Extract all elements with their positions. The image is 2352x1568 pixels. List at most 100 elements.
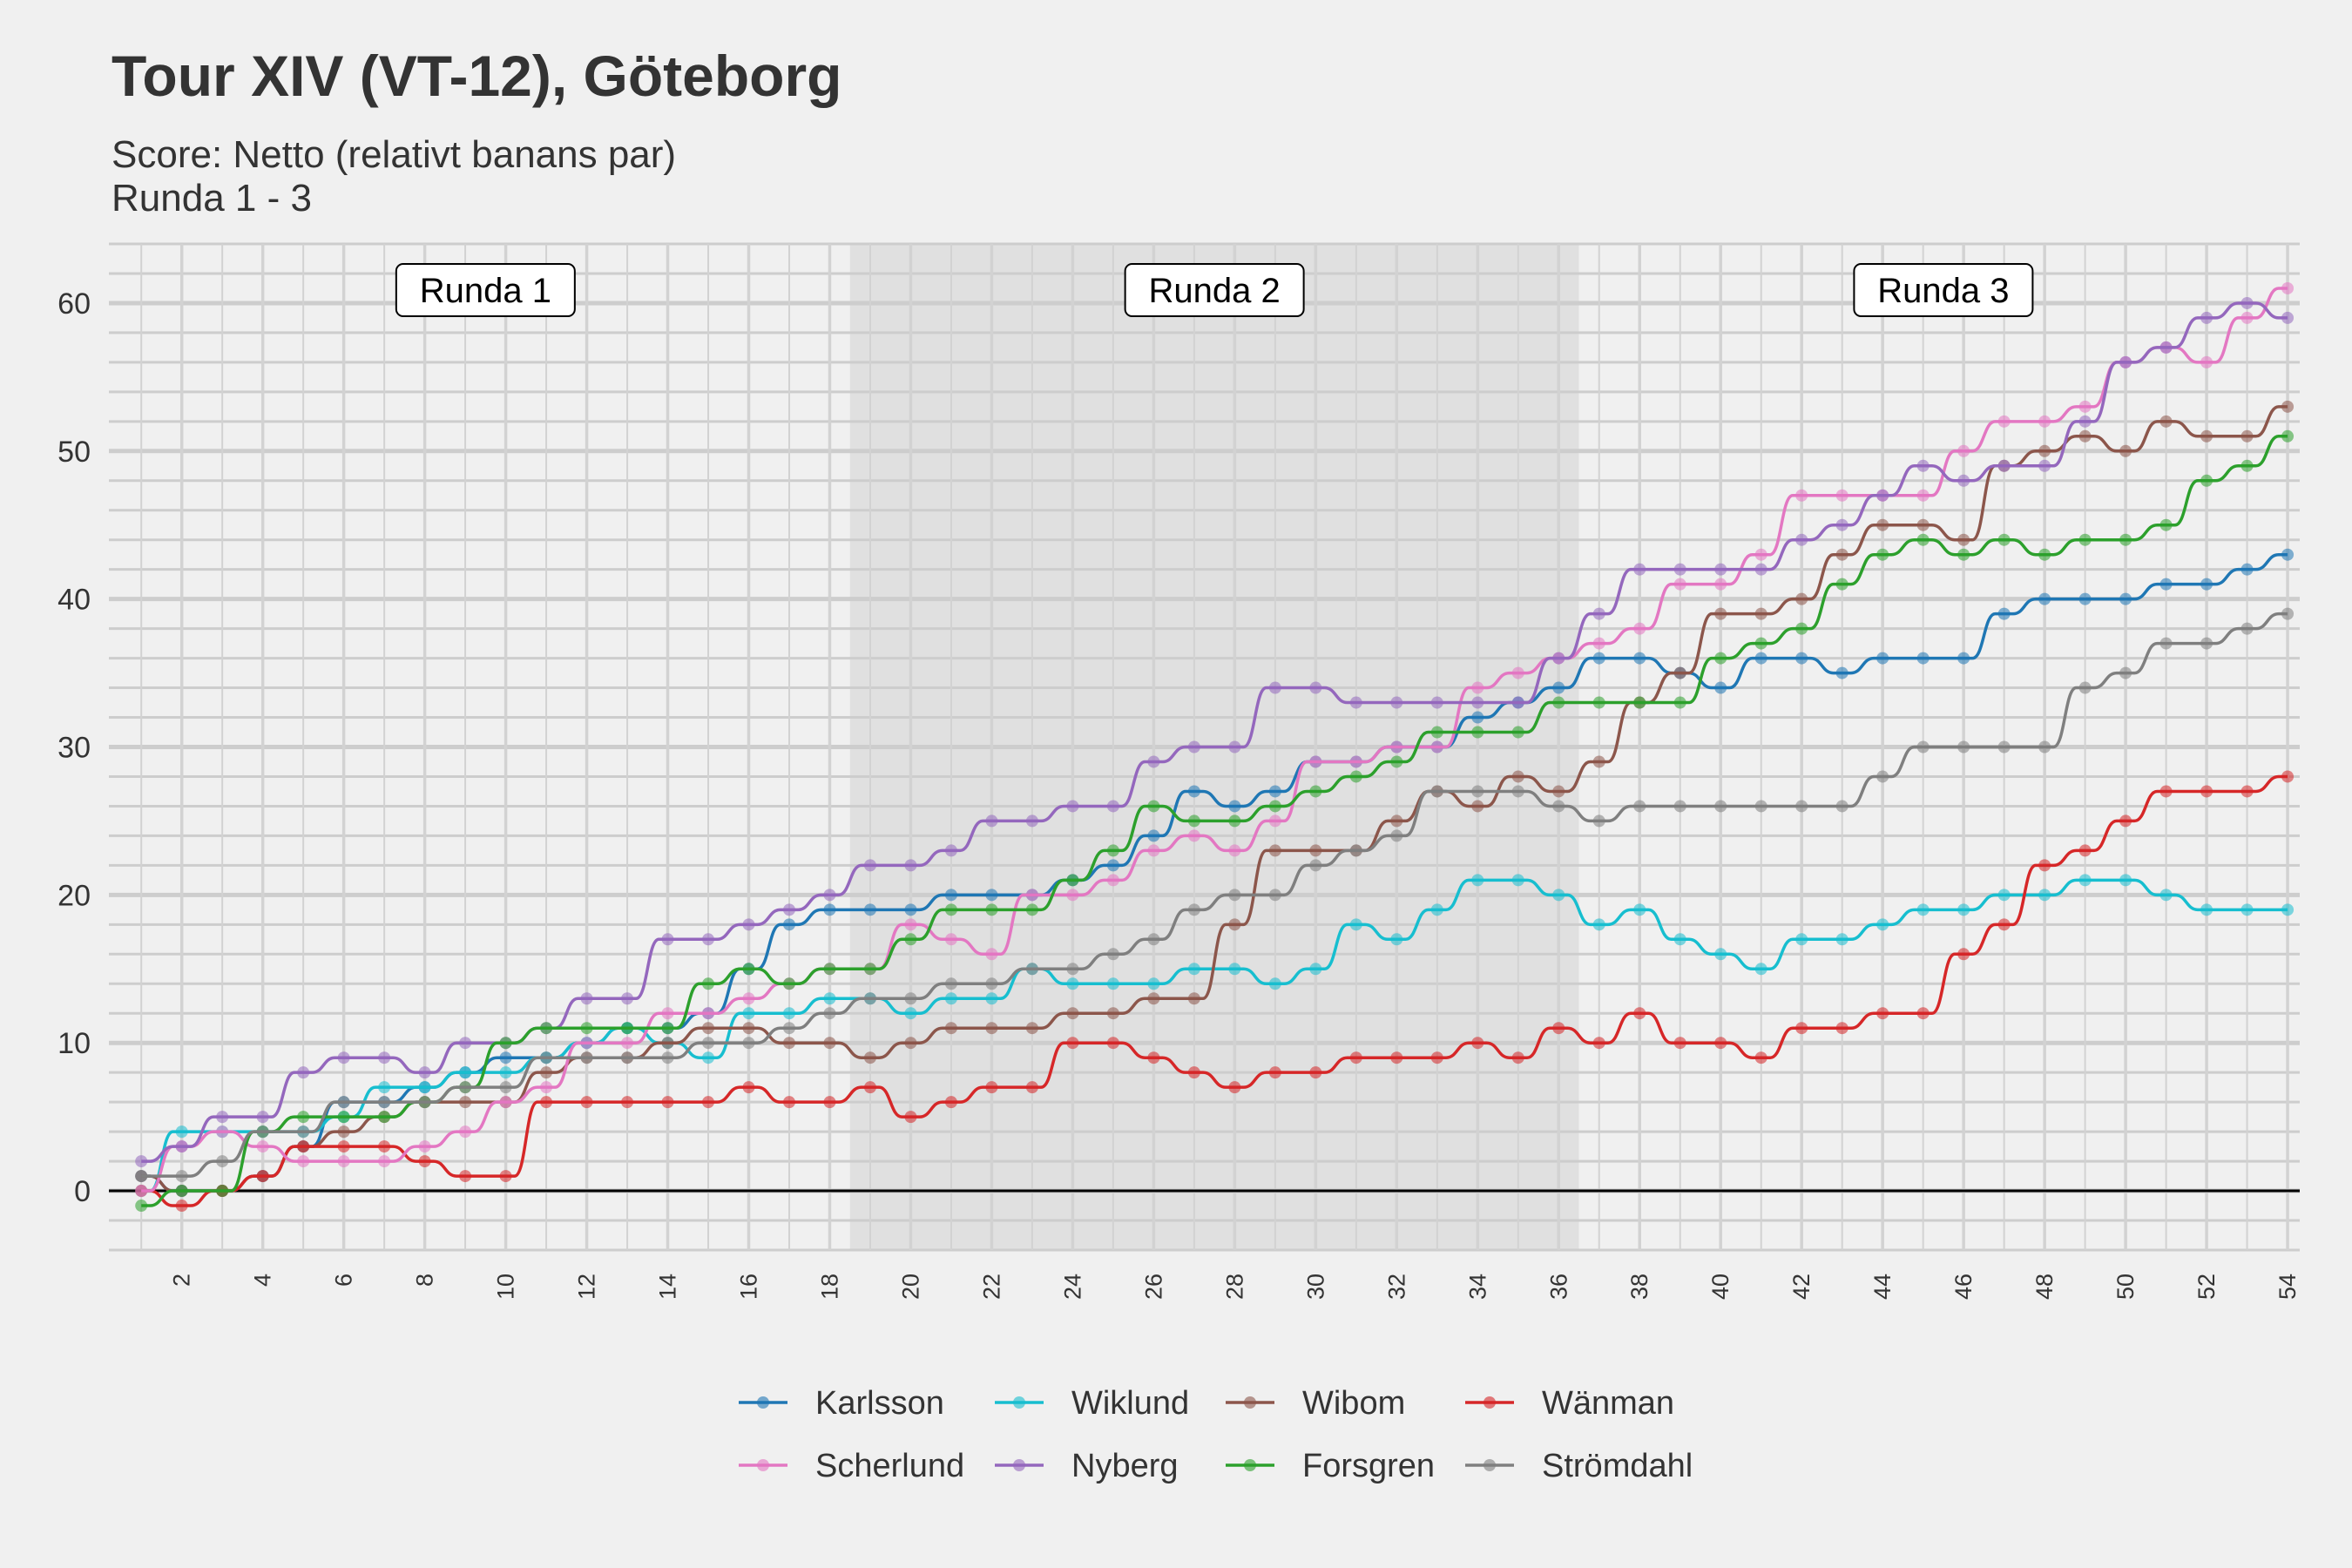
data-point-str-mdahl [1106, 948, 1119, 961]
data-point-str-mdahl [1268, 889, 1281, 902]
data-point-wiklund [1228, 963, 1241, 976]
data-point-str-mdahl [1714, 800, 1727, 813]
data-point-w-nman [702, 1096, 715, 1109]
data-point-nyberg [1309, 681, 1322, 694]
data-point-forsgren [2159, 518, 2173, 531]
data-point-str-mdahl [742, 1037, 755, 1050]
data-point-str-mdahl [2078, 681, 2092, 694]
data-point-karlsson [904, 903, 917, 916]
round-2-label: Runda 2 [1149, 272, 1281, 310]
x-tick-label: 48 [2031, 1274, 2058, 1300]
x-tick-label: 44 [1869, 1274, 1896, 1300]
data-point-wiklund [1754, 963, 1767, 976]
data-point-forsgren [1552, 696, 1565, 709]
legend-label: Scherlund [815, 1448, 964, 1484]
data-point-forsgren [1187, 814, 1200, 828]
data-point-w-nman [1390, 1051, 1403, 1064]
data-point-w-nman [1795, 1022, 1808, 1035]
data-point-nyberg [944, 844, 957, 857]
data-point-nyberg [1754, 563, 1767, 576]
data-point-wiklund [944, 992, 957, 1005]
data-point-karlsson [2240, 563, 2254, 576]
x-tick-label: 24 [1059, 1274, 1085, 1300]
data-point-w-nman [621, 1096, 634, 1109]
data-point-forsgren [1916, 533, 1930, 546]
data-point-karlsson [1268, 785, 1281, 798]
data-point-str-mdahl [2240, 622, 2254, 635]
data-point-forsgren [1025, 903, 1038, 916]
data-point-forsgren [540, 1022, 553, 1035]
data-point-forsgren [1106, 844, 1119, 857]
data-point-nyberg [1066, 800, 1079, 813]
data-point-w-nman [1106, 1037, 1119, 1050]
data-point-nyberg [256, 1111, 269, 1124]
data-point-wiklund [2159, 889, 2173, 902]
data-point-str-mdahl [702, 1037, 715, 1050]
data-point-nyberg [1349, 696, 1362, 709]
x-tick-label: 50 [2112, 1274, 2139, 1300]
x-tick-label: 22 [978, 1274, 1004, 1300]
data-point-wibom [2200, 429, 2213, 443]
data-point-str-mdahl [1633, 800, 1646, 813]
data-point-wibom [1471, 800, 1484, 813]
data-point-nyberg [823, 889, 836, 902]
data-point-w-nman [540, 1096, 553, 1109]
data-point-w-nman [499, 1170, 512, 1183]
data-point-scherlund [2078, 400, 2092, 413]
data-point-karlsson [499, 1051, 512, 1064]
data-point-nyberg [1876, 489, 1889, 502]
y-tick-label: 40 [57, 584, 91, 617]
data-point-str-mdahl [378, 1096, 391, 1109]
x-tick-label: 42 [1788, 1274, 1815, 1300]
data-point-w-nman [1471, 1037, 1484, 1050]
data-point-wiklund [175, 1125, 188, 1139]
data-point-scherlund [1673, 578, 1686, 591]
data-point-w-nman [782, 1096, 795, 1109]
data-point-forsgren [2200, 474, 2213, 487]
x-tick-label: 52 [2193, 1274, 2220, 1300]
data-point-w-nman [2119, 814, 2132, 828]
data-point-forsgren [1349, 770, 1362, 783]
data-point-w-nman [297, 1140, 310, 1153]
data-point-nyberg [1268, 681, 1281, 694]
legend-swatch-point [757, 1459, 769, 1471]
data-point-wibom [823, 1037, 836, 1050]
data-point-wibom [1957, 533, 1970, 546]
legend-label: Wiklund [1071, 1385, 1189, 1422]
data-point-w-nman [2200, 785, 2213, 798]
data-point-w-nman [2159, 785, 2173, 798]
data-point-w-nman [1592, 1037, 1605, 1050]
data-point-karlsson [2038, 592, 2051, 605]
data-point-wibom [1714, 607, 1727, 620]
data-point-forsgren [1673, 696, 1686, 709]
data-point-str-mdahl [1349, 844, 1362, 857]
data-point-forsgren [1309, 785, 1322, 798]
data-point-karlsson [2159, 578, 2173, 591]
data-point-nyberg [702, 933, 715, 946]
data-point-forsgren [1390, 755, 1403, 768]
data-point-str-mdahl [580, 1051, 593, 1064]
data-point-w-nman [1552, 1022, 1565, 1035]
x-tick-label: 16 [736, 1274, 762, 1300]
legend-item-forsgren: Forsgren [1226, 1448, 1435, 1484]
data-point-forsgren [702, 977, 715, 990]
data-point-nyberg [1997, 459, 2011, 472]
data-point-scherlund [1268, 814, 1281, 828]
data-point-nyberg [782, 903, 795, 916]
legend-item-nyberg: Nyberg [995, 1448, 1179, 1484]
data-point-wiklund [1106, 977, 1119, 990]
data-point-wiklund [1714, 948, 1727, 961]
data-point-wiklund [2038, 889, 2051, 902]
data-point-nyberg [863, 859, 876, 872]
legend-label: Wänman [1542, 1385, 1674, 1422]
data-point-wiklund [1066, 977, 1079, 990]
data-point-nyberg [2038, 459, 2051, 472]
data-point-w-nman [1876, 1007, 1889, 1020]
data-point-wibom [661, 1037, 674, 1050]
data-point-nyberg [1187, 740, 1200, 754]
data-point-w-nman [2038, 859, 2051, 872]
data-point-scherlund [1835, 489, 1848, 502]
x-tick-label: 2 [169, 1274, 195, 1287]
data-point-wibom [2240, 429, 2254, 443]
data-point-w-nman [1997, 918, 2011, 931]
